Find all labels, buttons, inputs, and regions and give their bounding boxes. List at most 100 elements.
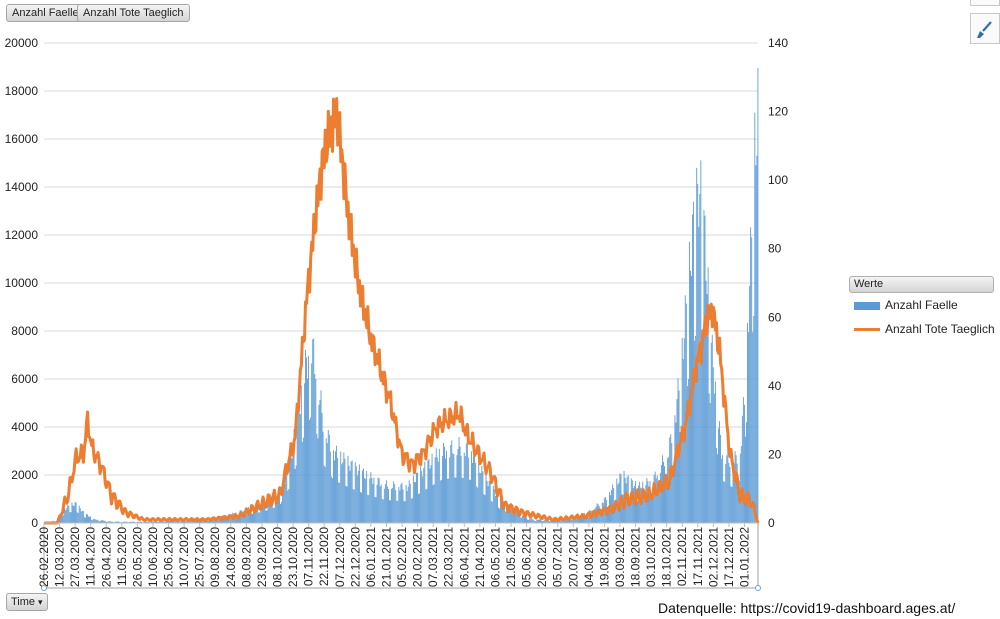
x-tick-label: 22.12.2020	[348, 527, 362, 587]
case-bar	[200, 520, 202, 523]
case-bar	[447, 478, 449, 523]
case-bar	[572, 517, 574, 523]
case-bar	[373, 477, 375, 523]
case-bar	[679, 432, 681, 523]
case-bar	[383, 488, 385, 523]
x-tick-label: 06.05.2021	[488, 527, 502, 587]
case-bar	[755, 165, 757, 523]
case-bar	[170, 520, 171, 523]
case-bar	[255, 504, 257, 523]
x-tick-label: 07.03.2021	[426, 527, 440, 587]
x-tick-label: 20.02.2021	[411, 527, 425, 587]
case-bar	[129, 521, 131, 523]
case-bar	[326, 442, 328, 523]
case-bar	[314, 374, 316, 523]
case-bar	[275, 498, 277, 523]
x-tick-label: 18.10.2021	[660, 527, 674, 587]
case-bar	[450, 445, 452, 523]
case-bar	[378, 478, 380, 523]
x-tick-label: 05.06.2021	[520, 527, 534, 587]
case-bar	[482, 471, 484, 523]
case-bar	[640, 487, 642, 523]
case-bar	[656, 475, 658, 523]
y-left-tick-label: 4000	[11, 420, 38, 434]
case-bar	[309, 419, 311, 523]
case-bar	[426, 488, 428, 523]
case-bar	[540, 519, 542, 523]
case-bar	[286, 466, 288, 523]
case-bar	[752, 332, 754, 523]
case-bar	[542, 521, 544, 523]
time-axis-field-button[interactable]: Time ▾	[6, 593, 48, 611]
field-button-anzahl-faelle[interactable]: Anzahl Faelle	[6, 4, 85, 22]
case-bar	[405, 484, 407, 523]
case-bar	[322, 431, 324, 523]
chart-styles-button[interactable]	[970, 13, 1000, 44]
case-bar	[360, 492, 361, 523]
case-bar	[750, 227, 752, 523]
case-bar	[481, 465, 483, 523]
case-bar	[148, 521, 150, 523]
case-bar	[171, 521, 173, 523]
case-bar	[688, 241, 690, 524]
case-bar	[510, 509, 512, 523]
case-bar	[272, 508, 274, 523]
time-axis-label: Time	[11, 596, 36, 608]
case-bar	[221, 519, 223, 523]
case-bar	[694, 340, 696, 523]
x-tick-label: 11.05.2020	[115, 527, 129, 586]
case-bar	[162, 520, 164, 523]
case-bar	[336, 445, 338, 523]
legend-header[interactable]: Werte	[849, 276, 994, 293]
case-bar	[305, 349, 306, 523]
case-bar	[87, 514, 88, 523]
case-bar	[636, 500, 637, 523]
case-bar	[268, 503, 270, 523]
case-bar	[729, 466, 731, 523]
case-bar	[742, 397, 744, 523]
case-bar	[196, 520, 197, 523]
case-bar	[708, 393, 710, 523]
case-bar	[184, 520, 186, 523]
x-tick-label: 21.05.2021	[504, 527, 518, 587]
case-bar	[371, 477, 373, 523]
x-tick-label: 11.04.2020	[84, 527, 98, 586]
case-bar	[587, 513, 589, 523]
case-bar	[354, 462, 356, 523]
case-bar	[244, 514, 246, 523]
case-bar	[408, 480, 410, 523]
case-bar	[654, 471, 656, 523]
case-bar	[352, 489, 354, 523]
case-bar	[382, 499, 384, 523]
case-bar	[745, 436, 746, 523]
case-bar	[588, 510, 590, 523]
case-bar	[522, 515, 524, 523]
case-bar	[706, 293, 708, 523]
case-bar	[84, 517, 86, 523]
case-bar	[521, 515, 523, 523]
case-bar	[446, 450, 448, 523]
case-bar	[648, 486, 650, 523]
case-bar	[461, 477, 463, 523]
case-bar	[474, 450, 476, 523]
case-bar	[489, 480, 491, 523]
case-bar	[599, 511, 601, 523]
case-bar	[217, 517, 219, 523]
case-bar	[657, 491, 659, 523]
case-bar	[297, 402, 299, 523]
case-bar	[530, 519, 532, 523]
case-bar	[430, 465, 432, 523]
case-bar	[660, 465, 662, 523]
field-button-anzahl-tote[interactable]: Anzahl Tote Taeglich	[77, 4, 190, 22]
x-tick-label: 18.09.2021	[629, 527, 643, 587]
case-bar	[417, 472, 418, 523]
case-bar	[290, 452, 292, 523]
case-bar	[464, 456, 466, 523]
case-bar	[346, 486, 348, 523]
case-bar	[728, 462, 730, 523]
case-bar	[554, 519, 555, 523]
case-bar	[600, 510, 602, 523]
x-tick-label: 23.10.2020	[286, 527, 300, 587]
case-bar	[737, 481, 739, 523]
case-bar	[337, 457, 339, 523]
